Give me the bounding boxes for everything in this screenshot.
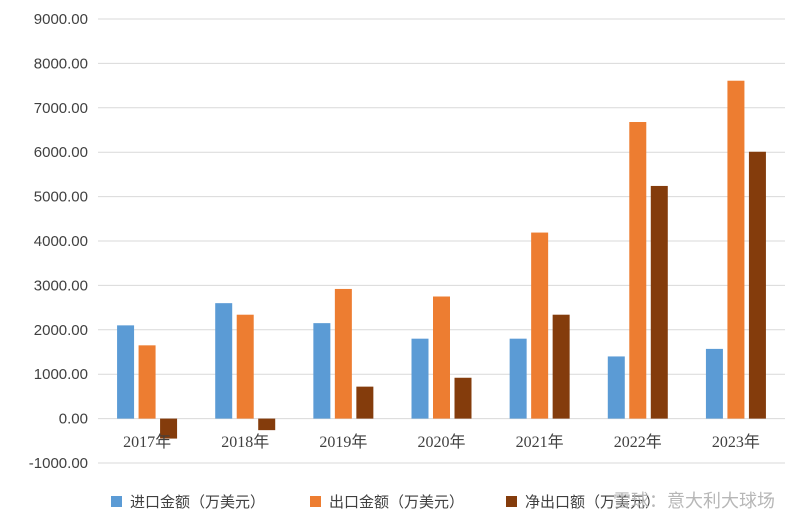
y-tick-label: 1000.00	[34, 366, 88, 383]
bar-1-6	[607, 356, 625, 419]
x-category-label: 2021年	[516, 433, 564, 451]
bars	[117, 80, 766, 439]
bar-3-1	[160, 418, 178, 439]
bar-3-7	[748, 151, 766, 419]
y-tick-label: 9000.00	[34, 11, 88, 28]
y-tick-label: -1000.00	[29, 455, 88, 472]
y-tick-label: 0.00	[59, 411, 88, 428]
legend-label: 净出口额（万美元）	[525, 493, 660, 511]
x-category-label: 2018年	[221, 433, 269, 451]
bar-1-4	[411, 338, 429, 419]
bar-2-7	[727, 80, 745, 419]
legend-swatch	[111, 496, 122, 507]
bar-2-6	[629, 122, 647, 419]
x-category-label: 2020年	[417, 433, 465, 451]
bar-2-3	[334, 288, 352, 419]
x-category-label: 2022年	[614, 433, 662, 451]
bar-2-1	[138, 345, 156, 419]
bar-1-3	[313, 323, 331, 419]
y-tick-label: 2000.00	[34, 322, 88, 339]
x-category-label: 2019年	[319, 433, 367, 451]
bar-2-2	[236, 314, 254, 419]
y-tick-label: 8000.00	[34, 55, 88, 72]
y-tick-label: 7000.00	[34, 100, 88, 117]
bar-1-1	[117, 325, 135, 419]
bar-3-4	[454, 377, 472, 419]
bar-2-5	[531, 232, 549, 419]
bar-3-2	[258, 418, 276, 431]
y-tick-label: 5000.00	[34, 189, 88, 206]
bar-1-5	[509, 338, 527, 419]
legend-swatch	[310, 496, 321, 507]
bar-3-5	[552, 314, 570, 419]
bar-1-7	[705, 348, 723, 419]
bar-2-4	[433, 296, 450, 419]
legend-label: 进口金额（万美元）	[130, 493, 265, 511]
legend: 进口金额（万美元） 出口金额（万美元） 净出口额（万美元）	[111, 493, 660, 511]
bar-1-2	[215, 303, 233, 419]
x-category-label: 2023年	[712, 433, 760, 451]
gridlines	[98, 18, 785, 464]
y-tick-label: 6000.00	[34, 144, 88, 161]
y-tick-label: 3000.00	[34, 277, 88, 294]
x-axis-category-labels: 2017年 2018年 2019年 2020年 2021年 2022年 2023年	[123, 433, 760, 451]
watermark: 雪球：意大利大球场	[613, 491, 775, 512]
x-category-label: 2017年	[123, 433, 171, 451]
bar-3-6	[650, 185, 668, 419]
y-axis-tick-labels: -1000.00 0.00 1000.00 2000.00 3000.00 4000.00…	[29, 11, 88, 472]
legend-label: 出口金额（万美元）	[329, 493, 464, 511]
legend-swatch	[506, 496, 517, 507]
bar-3-3	[356, 386, 374, 419]
y-tick-label: 4000.00	[34, 233, 88, 250]
